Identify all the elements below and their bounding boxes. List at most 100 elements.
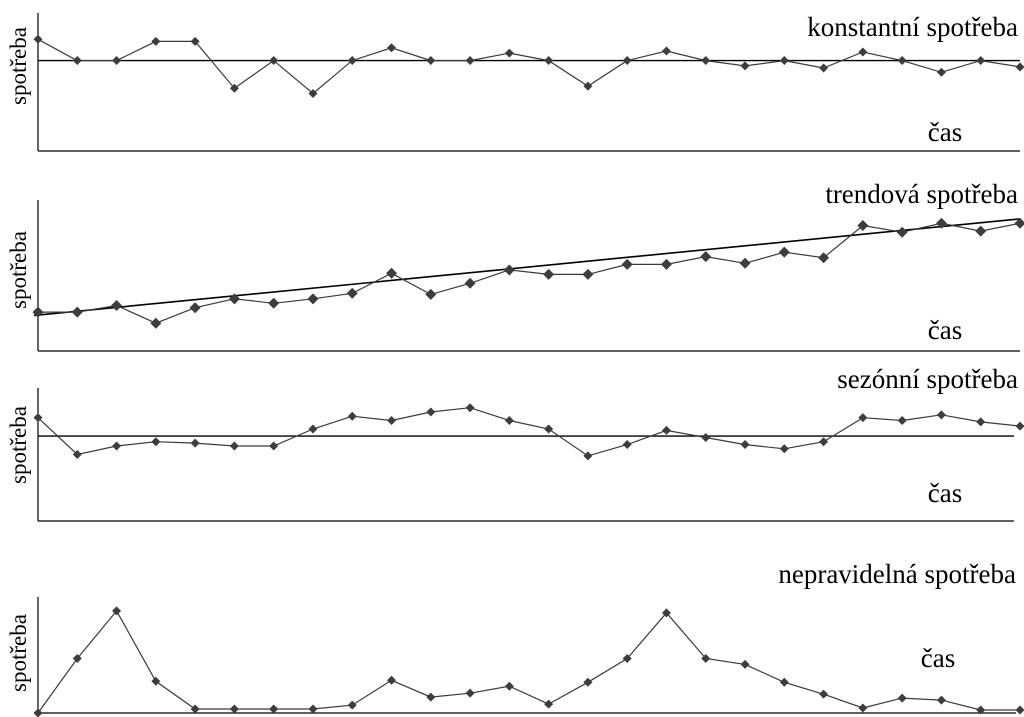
data-point [504, 415, 514, 425]
y-axis-label: spotřeba [6, 27, 31, 105]
data-point [621, 258, 633, 270]
data-point [897, 693, 907, 703]
data-point [936, 695, 946, 705]
data-point [387, 415, 397, 425]
data-point [622, 440, 632, 450]
x-axis-label: čas [928, 315, 962, 345]
trend-line [33, 218, 1021, 317]
data-point [504, 681, 514, 691]
data-point [190, 36, 200, 46]
data-point [426, 56, 436, 66]
series-line [37, 609, 1020, 714]
data-point [818, 252, 830, 264]
data-point [857, 220, 869, 232]
data-point [268, 297, 280, 309]
data-point [740, 440, 750, 450]
data-point [583, 677, 593, 687]
data-point [465, 688, 475, 698]
data-point [33, 34, 43, 44]
data-point [32, 306, 44, 318]
data-point [72, 653, 82, 663]
data-point [819, 63, 829, 73]
data-point [347, 411, 357, 421]
data-point [1015, 62, 1024, 72]
data-point [819, 437, 829, 447]
data-point [740, 61, 750, 71]
series-line [37, 407, 1021, 457]
panel-seasonal: sezónní spotřeba čas spotřeba [6, 364, 1024, 522]
data-point [228, 293, 240, 305]
data-point [464, 277, 476, 289]
data-point [700, 251, 712, 263]
data-point [582, 268, 594, 280]
data-point [347, 56, 357, 66]
series-line [37, 38, 1021, 95]
data-point [112, 441, 122, 451]
data-point [33, 413, 43, 423]
data-point [935, 217, 947, 229]
data-point [544, 56, 554, 66]
data-point [33, 708, 43, 717]
data-point [739, 257, 751, 269]
data-point [622, 56, 632, 66]
data-point [661, 46, 671, 56]
data-point [190, 438, 200, 448]
data-point [1014, 217, 1024, 229]
chart-title: konstantní spotřeba [807, 12, 1018, 42]
data-point [269, 704, 279, 714]
data-point [622, 653, 632, 663]
data-point [976, 56, 986, 66]
data-point [465, 403, 475, 413]
data-point [504, 48, 514, 58]
data-point [701, 56, 711, 66]
plot-area [33, 597, 1024, 717]
panel-irregular: nepravidelná spotřeba čas spotřeba [6, 559, 1024, 717]
data-point [465, 56, 475, 66]
data-point [269, 56, 279, 66]
data-point [543, 268, 555, 280]
data-point [503, 264, 515, 276]
chart-title: trendová spotřeba [825, 179, 1018, 209]
data-point [897, 415, 907, 425]
data-point [779, 677, 789, 687]
data-point [583, 451, 593, 461]
data-point [544, 699, 554, 709]
data-point [740, 659, 750, 669]
data-point [112, 606, 122, 616]
data-point [189, 302, 201, 314]
data-point [1015, 421, 1024, 431]
data-point [858, 703, 868, 713]
plot-area [33, 388, 1024, 522]
data-point [779, 56, 789, 66]
data-point [346, 287, 358, 299]
data-point [112, 56, 122, 66]
data-point [151, 437, 161, 447]
data-point [661, 425, 671, 435]
x-axis-label: čas [928, 117, 962, 147]
chart-title: nepravidelná spotřeba [778, 559, 1016, 589]
data-point [661, 608, 671, 618]
data-point [151, 676, 161, 686]
x-axis-label: čas [921, 643, 955, 673]
panel-constant: konstantní spotřeba čas spotřeba [6, 12, 1024, 152]
data-point [71, 306, 83, 318]
x-axis-label: čas [928, 478, 962, 508]
y-axis-label: spotřeba [6, 231, 31, 309]
data-point [936, 410, 946, 420]
data-point [819, 689, 829, 699]
data-point [72, 56, 82, 66]
chart-title: sezónní spotřeba [837, 364, 1018, 394]
series-line [38, 222, 1021, 324]
data-point [426, 407, 436, 417]
data-point [660, 258, 672, 270]
plot-area [33, 13, 1024, 152]
data-point [269, 441, 279, 451]
data-point [229, 83, 239, 93]
data-point [976, 705, 986, 715]
data-point [190, 704, 200, 714]
data-point [308, 424, 318, 434]
data-point [976, 417, 986, 427]
data-point [308, 704, 318, 714]
data-point [229, 704, 239, 714]
